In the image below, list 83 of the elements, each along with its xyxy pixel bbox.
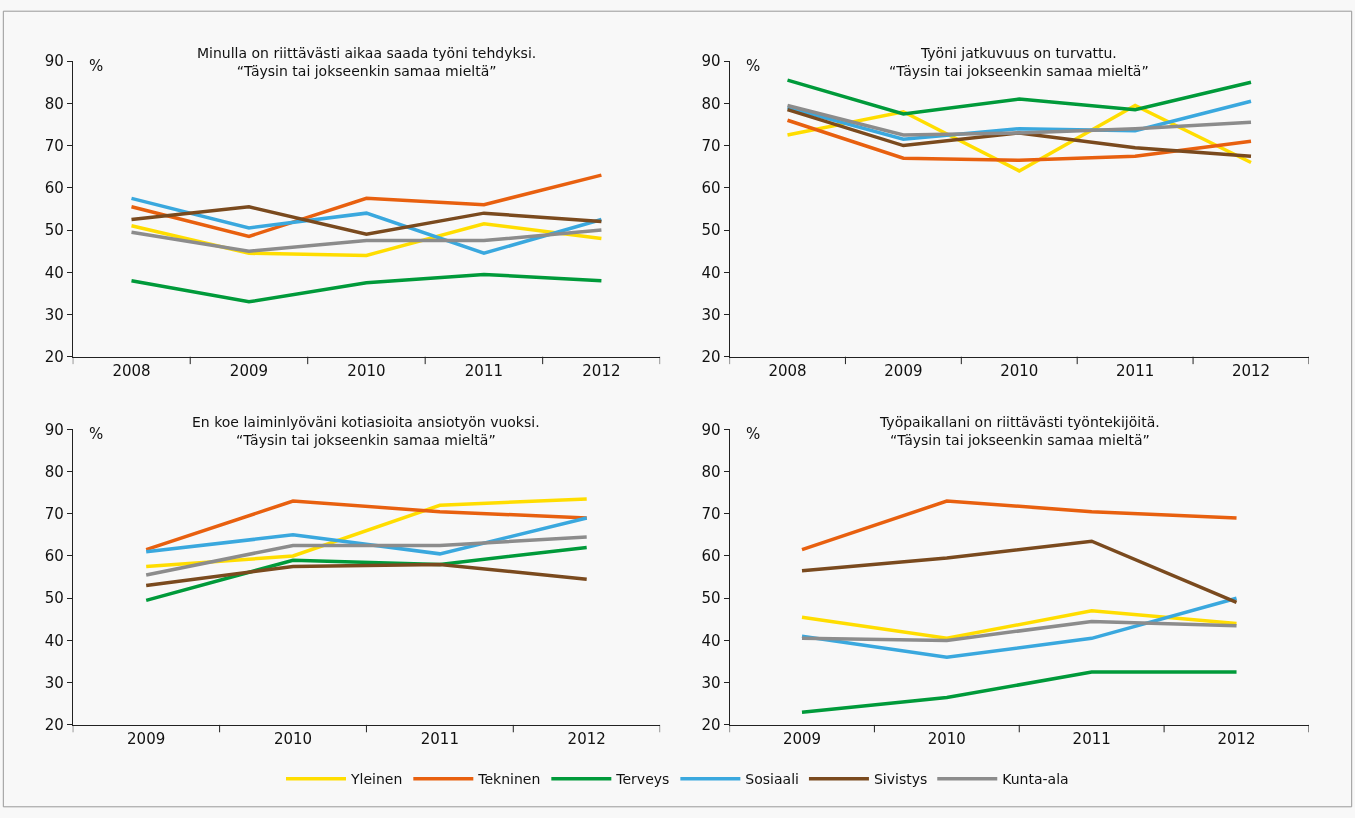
y-tick-label: 70 (701, 504, 721, 523)
chart-subtitle: “Täysin tai jokseenkin samaa mieltä” (236, 63, 497, 80)
x-tick-label: 2008 (768, 361, 807, 380)
y-tick-label: 80 (44, 462, 64, 481)
y-tick-label: 60 (44, 179, 64, 198)
chart-subtitle: “Täysin tai jokseenkin samaa mieltä” (890, 432, 1150, 449)
y-tick-label: 50 (44, 221, 64, 240)
y-axis-title: % (89, 57, 104, 75)
y-tick-label: 50 (701, 589, 721, 608)
line-series (129, 173, 604, 239)
line-series (144, 516, 589, 556)
y-tick-label: 20 (44, 716, 64, 735)
legend-label: Kunta-ala (1002, 771, 1069, 788)
y-tick-label: 40 (701, 631, 721, 650)
line-series (800, 539, 1239, 605)
y-tick-label: 30 (44, 673, 64, 692)
line-series (785, 118, 1253, 163)
x-tick-label: 2009 (127, 729, 166, 748)
x-tick-label: 2009 (229, 361, 269, 380)
y-tick-label: 70 (701, 136, 721, 155)
y-axis-title: % (89, 425, 104, 443)
x-tick-label: 2010 (927, 729, 966, 748)
y-tick-label: 80 (701, 94, 721, 113)
x-tick-label: 2012 (1231, 361, 1271, 380)
legend-label: Terveys (615, 771, 670, 788)
chart-subtitle: “Täysin tai jokseenkin samaa mieltä” (889, 63, 1149, 80)
chart-title: Työpaikallani on riittävästi työntekijöitä. (879, 414, 1160, 430)
chart-title: Minulla on riittävästi aikaa saada työni tehdyksi. (197, 45, 537, 61)
y-tick-label: 30 (701, 305, 721, 324)
x-tick-label: 2012 (1217, 729, 1256, 748)
x-tick-label: 2011 (464, 361, 504, 380)
line-series (129, 272, 604, 304)
chart-subtitle: “Täysin tai jokseenkin samaa mieltä” (235, 432, 496, 449)
y-axis-title: % (746, 57, 761, 75)
legend-label: Sivistys (873, 771, 928, 788)
y-tick-label: 20 (701, 347, 721, 366)
y-tick-label: 40 (44, 263, 64, 282)
line-series (800, 596, 1239, 660)
y-tick-label: 80 (701, 462, 721, 481)
y-tick-label: 60 (701, 547, 721, 566)
y-tick-label: 50 (44, 589, 64, 608)
y-tick-label: 40 (44, 631, 64, 650)
y-tick-label: 90 (44, 52, 64, 71)
y-axis-title: % (746, 425, 761, 443)
x-tick-label: 2010 (273, 729, 313, 748)
y-tick-label: 90 (44, 420, 64, 439)
x-tick-label: 2011 (1116, 361, 1155, 380)
chart-title: En koe laiminlyöväni kotiasioita ansiotyön vuoksi. (192, 414, 540, 430)
y-tick-label: 20 (701, 716, 721, 735)
legend-label: Sosiaali (745, 771, 799, 788)
line-series (129, 228, 604, 253)
y-tick-label: 50 (701, 221, 721, 240)
y-tick-label: 90 (701, 52, 721, 71)
x-tick-label: 2009 (782, 729, 822, 748)
line-series (144, 499, 589, 552)
x-tick-label: 2009 (884, 361, 923, 380)
x-tick-label: 2012 (567, 729, 606, 748)
y-tick-label: 20 (44, 347, 64, 366)
y-tick-label: 80 (44, 94, 64, 113)
y-tick-label: 90 (701, 420, 721, 439)
chart-title: Työni jatkuvuus on turvattu. (919, 45, 1117, 61)
x-tick-label: 2011 (1072, 729, 1111, 748)
y-tick-label: 30 (44, 305, 64, 324)
x-tick-label: 2008 (112, 361, 151, 380)
y-tick-label: 60 (701, 179, 721, 198)
y-tick-label: 40 (701, 263, 721, 282)
x-tick-label: 2010 (1000, 361, 1039, 380)
x-tick-label: 2010 (347, 361, 386, 380)
line-series (785, 107, 1253, 158)
legend-label: Yleinen (350, 771, 403, 788)
line-series (800, 609, 1239, 641)
x-tick-label: 2012 (582, 361, 621, 380)
y-tick-label: 70 (44, 136, 64, 155)
line-series (785, 78, 1253, 116)
x-tick-label: 2011 (420, 729, 459, 748)
legend-label: Tekninen (477, 771, 541, 788)
y-tick-label: 70 (44, 504, 64, 523)
line-series (800, 499, 1239, 552)
y-tick-label: 60 (44, 547, 64, 566)
line-series (144, 562, 589, 588)
line-series (129, 205, 604, 237)
line-series (800, 619, 1239, 643)
y-tick-label: 30 (701, 673, 721, 692)
